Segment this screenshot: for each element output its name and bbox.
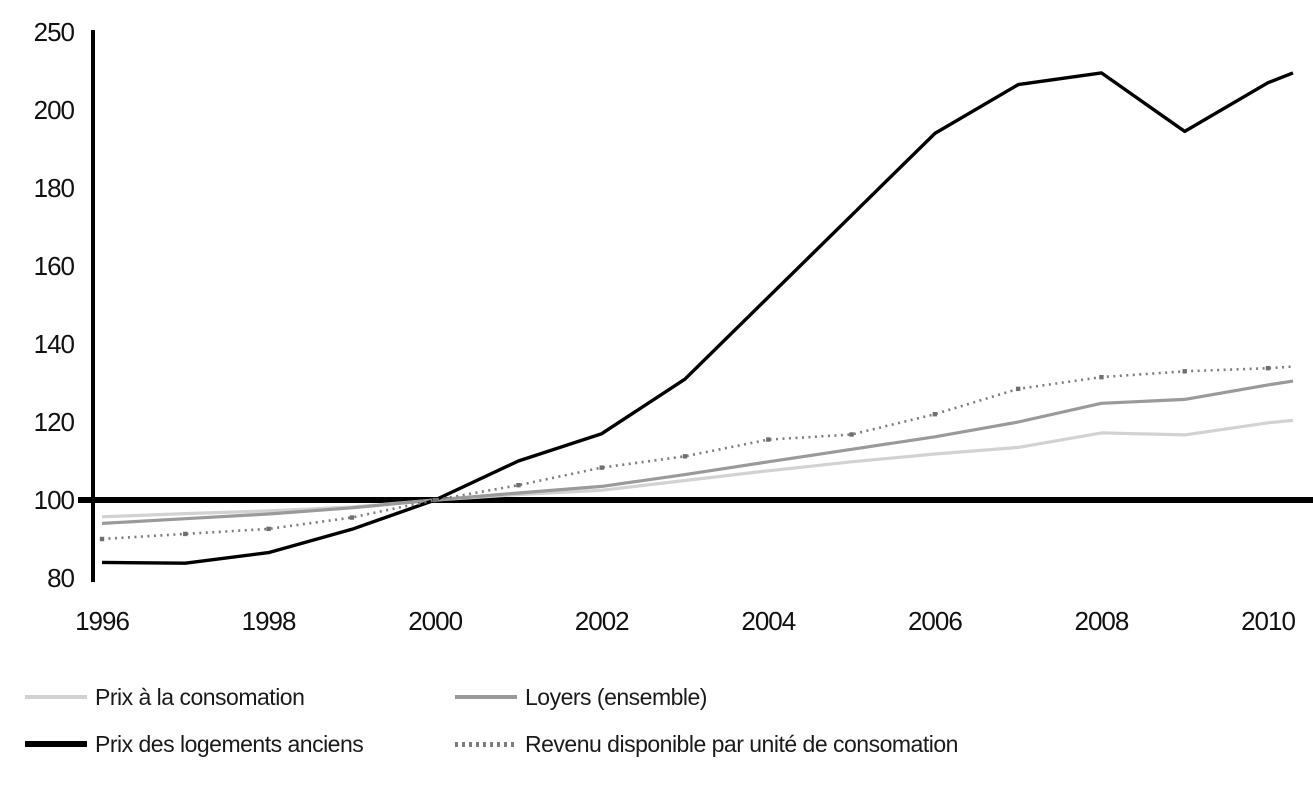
legend-item-prix-consomation: Prix à la consomation: [25, 684, 455, 711]
y-tick-label: 180: [34, 173, 75, 203]
x-tick-label: 2004: [741, 606, 795, 636]
x-tick-label: 1998: [242, 606, 296, 636]
series-marker: [1265, 365, 1271, 371]
light-gray-line-swatch: [25, 695, 87, 699]
legend-label: Revenu disponible par unité de consomati…: [525, 730, 958, 757]
gray-line-swatch: [455, 695, 517, 699]
legend-item-revenu-disponible: Revenu disponible par unité de consomati…: [455, 731, 1285, 758]
y-tick-label: 250: [34, 17, 75, 47]
series-line-3: [101, 365, 1294, 541]
series-line-0: [101, 418, 1294, 519]
series-marker: [183, 531, 188, 537]
legend-label: Prix des logements anciens: [95, 730, 364, 757]
series-marker: [932, 412, 938, 417]
y-tick-label: 100: [34, 485, 75, 515]
series-marker: [266, 526, 271, 532]
chart-legend: Prix à la consomation Loyers (ensemble) …: [25, 682, 1285, 759]
legend-label: Loyers (ensemble): [525, 683, 707, 710]
x-tick-label: 2006: [908, 606, 962, 636]
series-marker: [849, 432, 854, 437]
x-tick-label: 1996: [75, 606, 129, 636]
x-tick-label: 2010: [1241, 606, 1295, 636]
legend-item-loyers: Loyers (ensemble): [455, 684, 1285, 711]
black-line-swatch: [25, 741, 87, 747]
series-marker: [516, 482, 521, 488]
x-tick-label: 2008: [1075, 606, 1129, 636]
series-marker: [1182, 369, 1187, 374]
series-line-1: [101, 379, 1294, 525]
series-marker: [599, 465, 604, 470]
y-tick-label: 200: [34, 95, 75, 125]
y-tick-label: 140: [34, 329, 75, 359]
x-tick-label: 2002: [575, 606, 629, 636]
legend-label: Prix à la consomation: [95, 683, 305, 710]
series-marker: [349, 515, 355, 520]
series-marker: [99, 536, 105, 542]
series-marker: [1099, 374, 1104, 380]
series-marker: [432, 497, 438, 503]
y-tick-label: 160: [34, 251, 75, 281]
y-tick-label: 120: [34, 407, 75, 437]
series-marker: [682, 454, 688, 459]
legend-item-logements-anciens: Prix des logements anciens: [25, 731, 455, 758]
x-tick-label: 2000: [408, 606, 462, 636]
y-tick-label: 80: [47, 563, 74, 593]
series-line-2: [101, 71, 1294, 565]
dotted-line-swatch: [455, 741, 517, 747]
series-marker: [1015, 386, 1021, 392]
series-marker: [766, 437, 771, 442]
